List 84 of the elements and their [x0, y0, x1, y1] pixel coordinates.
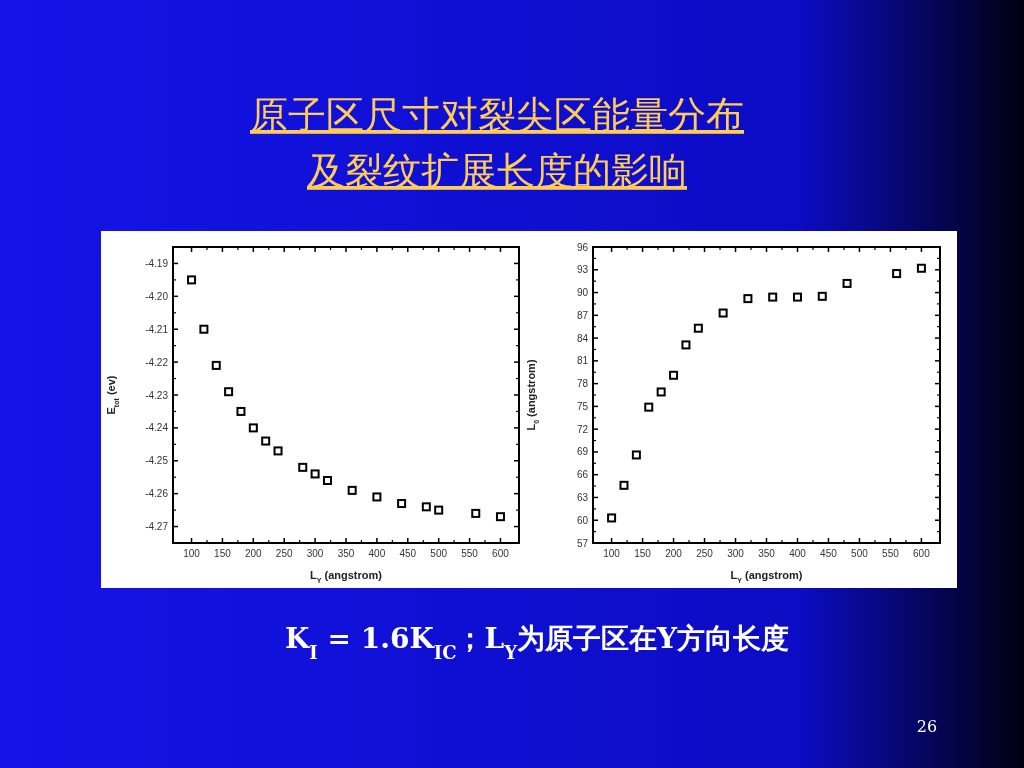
y-tick-label: -4.25: [145, 455, 169, 467]
x-axis-title: L$_{Y}$ (angstrom): [730, 569, 803, 584]
point: [817, 291, 827, 301]
x-tick-label: 400: [368, 548, 386, 559]
point: [842, 278, 852, 288]
y-tick-label: 75: [576, 400, 589, 412]
point: [631, 450, 641, 460]
y-tick-label: 57: [576, 537, 589, 549]
y-tick-label: 93: [576, 264, 589, 276]
point: [187, 275, 197, 285]
point: [681, 340, 691, 350]
point: [224, 387, 234, 397]
y-tick-label: 87: [576, 309, 589, 321]
chart-title: 原子区尺寸对裂尖区能量分布及裂纹扩展长度的影响: [250, 93, 744, 193]
y-tick-label: 72: [576, 423, 589, 435]
y-tick-label: 90: [576, 287, 589, 299]
point: [693, 323, 703, 333]
y-tick-label: 81: [576, 355, 589, 367]
point: [298, 462, 308, 472]
point: [669, 370, 679, 380]
y-tick-label: -4.24: [145, 422, 169, 434]
point: [261, 436, 271, 446]
point: [768, 292, 778, 302]
x-tick-label: 100: [183, 548, 201, 559]
x-tick-label: 150: [634, 548, 652, 559]
x-tick-label: 250: [275, 548, 293, 559]
y-tick-label: -4.21: [145, 323, 169, 335]
y-tick-label: -4.22: [145, 356, 169, 368]
point: [236, 406, 246, 416]
point: [495, 512, 505, 522]
x-tick-label: 500: [430, 548, 448, 559]
point: [656, 387, 666, 397]
x-tick-label: 250: [696, 548, 714, 559]
x-tick-label: 350: [337, 548, 355, 559]
point: [322, 476, 332, 486]
x-tick-label: 150: [214, 548, 232, 559]
point: [310, 469, 320, 479]
y-tick-label: -4.23: [145, 389, 169, 401]
x-tick-label: 600: [913, 548, 931, 559]
x-tick-label: 100: [603, 548, 621, 559]
y-tick-label: 66: [576, 469, 589, 481]
point: [347, 485, 357, 495]
point: [892, 269, 902, 279]
point: [619, 480, 629, 490]
y-tick-label: -4.27: [145, 521, 169, 533]
point: [199, 324, 209, 334]
x-tick-label: 200: [665, 548, 683, 559]
y-tick-label: 78: [576, 378, 589, 390]
x-tick-label: 200: [244, 548, 263, 559]
point: [471, 508, 481, 518]
x-tick-label: 450: [399, 548, 417, 559]
y-tick-label: 84: [576, 332, 589, 344]
x-tick-label: 300: [727, 548, 745, 559]
point: [743, 294, 753, 304]
x-tick-label: 550: [461, 548, 479, 559]
x-tick-label: 350: [758, 548, 776, 559]
y-tick-label: -4.19: [145, 257, 169, 269]
y-tick-label: -4.26: [145, 488, 169, 500]
text: K$_{I}$ = 1.6K$_{IC}$；L$_{Y}$为原子区在Y方向长度: [284, 622, 790, 663]
point: [434, 505, 444, 515]
point: [248, 423, 258, 433]
y-tick-label: 63: [576, 491, 589, 503]
x-tick-label: 450: [820, 548, 838, 559]
x-tick-label: 400: [789, 548, 807, 559]
point: [718, 308, 728, 318]
point: [792, 292, 802, 302]
point: [372, 492, 382, 502]
x-tick-label: 550: [882, 548, 900, 559]
y-tick-label: 96: [576, 241, 589, 253]
y-tick-label: 69: [576, 446, 589, 458]
y-tick-label: 60: [576, 514, 589, 526]
point: [211, 360, 221, 370]
x-tick-label: 300: [306, 548, 324, 559]
x-tick-label: 500: [851, 548, 869, 559]
point: [644, 402, 654, 412]
point: [607, 513, 617, 523]
x-axis-title: L$_{Y}$ (angstrom): [310, 569, 383, 584]
point: [397, 499, 407, 509]
point: [916, 263, 926, 273]
point: [273, 446, 283, 456]
text: 26: [916, 717, 938, 736]
y-tick-label: -4.20: [145, 290, 169, 302]
point: [421, 502, 431, 512]
x-tick-label: 600: [492, 548, 510, 559]
